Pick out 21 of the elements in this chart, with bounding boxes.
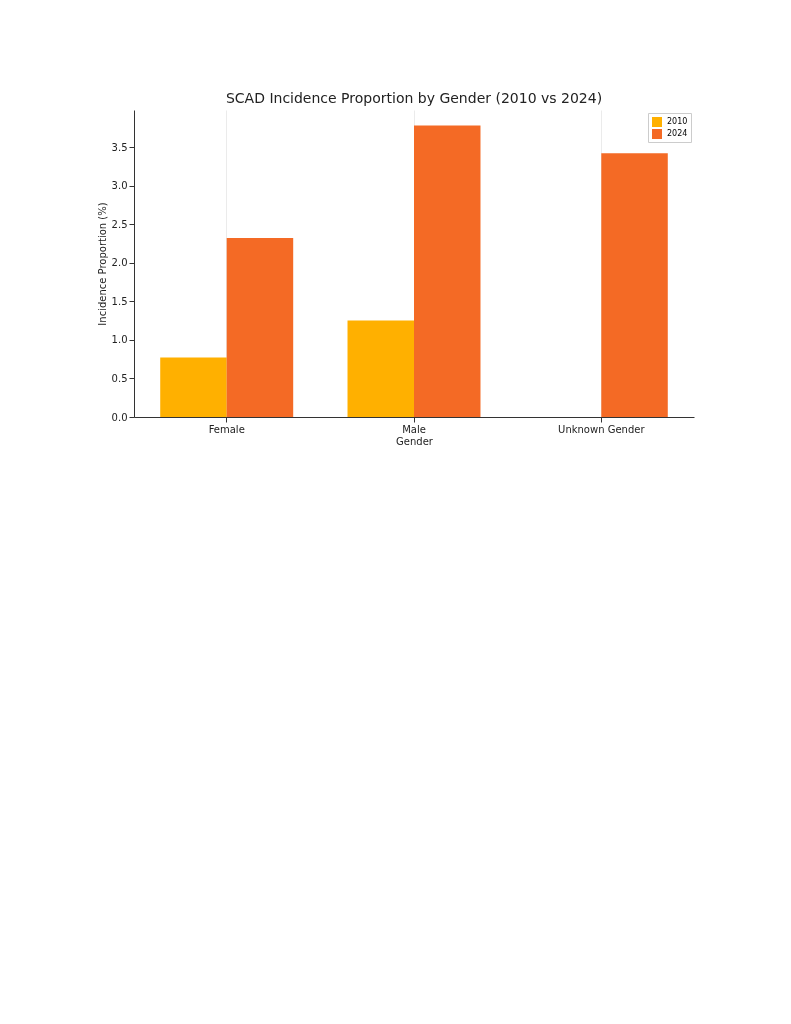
- y-axis-title: Incidence Proportion (%): [96, 202, 108, 326]
- y-tick-label: 1.0: [111, 334, 128, 346]
- x-tick-label: Female: [208, 423, 245, 435]
- x-tick-label: Unknown Gender: [558, 423, 646, 435]
- y-tick-label: 0.5: [111, 372, 128, 384]
- chart-title: SCAD Incidence Proportion by Gender (2010 vs 2024): [225, 90, 603, 106]
- y-tick-label: 3.0: [111, 180, 128, 192]
- y-tick-label: 0.0: [111, 411, 128, 423]
- bar: [601, 153, 668, 417]
- legend-label: 2024: [667, 129, 688, 138]
- y-tick-label: 2.5: [111, 218, 128, 230]
- bar: [347, 320, 414, 417]
- bar: [226, 238, 294, 417]
- bar: [414, 125, 481, 417]
- bar: [160, 357, 227, 417]
- x-tick-label: Male: [402, 423, 426, 435]
- x-axis-title: Gender: [396, 435, 434, 447]
- y-tick-label: 3.5: [111, 141, 128, 153]
- legend-label: 2010: [667, 117, 688, 126]
- y-tick-label: 1.5: [111, 295, 128, 307]
- y-tick-label: 2.0: [111, 257, 128, 269]
